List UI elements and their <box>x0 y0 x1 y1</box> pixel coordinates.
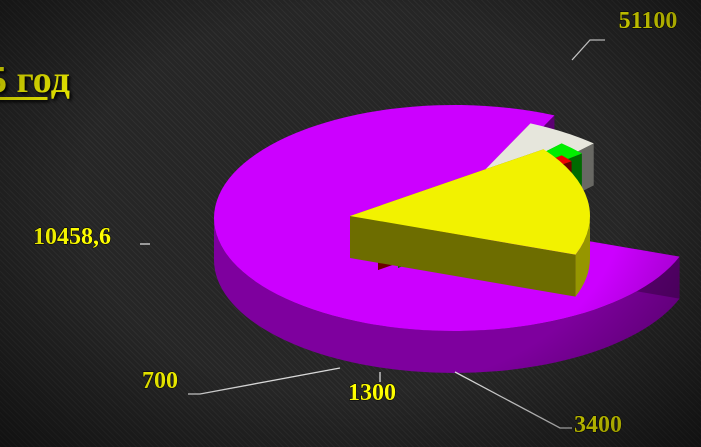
data-label-0: 51100 <box>619 8 678 34</box>
leader-line-3 <box>188 367 341 395</box>
data-label-4: 10458,6 <box>33 224 111 250</box>
leader-line-1 <box>454 371 572 429</box>
data-label-1: 3400 <box>574 412 622 438</box>
pie-slices <box>213 105 680 374</box>
leader-line-0 <box>571 39 605 61</box>
data-label-3: 700 <box>142 368 178 394</box>
data-label-2: 1300 <box>348 380 396 406</box>
